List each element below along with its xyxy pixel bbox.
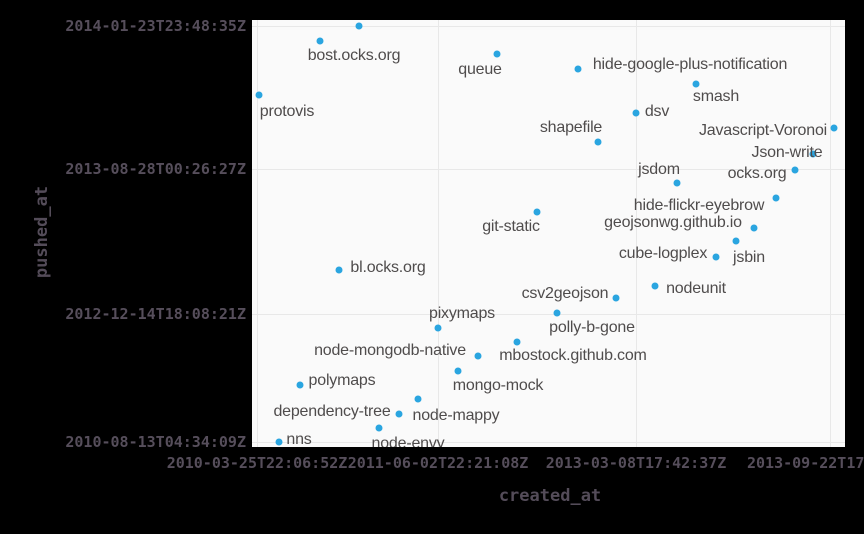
y-axis-title: pushed_at	[32, 185, 52, 279]
point-label: node-envy	[371, 435, 445, 447]
gridline-horizontal	[252, 314, 845, 315]
x-tick-label: 2013-09-22T17	[747, 454, 864, 472]
data-point	[355, 22, 363, 30]
x-tick-label: 2010-03-25T22:06:52Z	[166, 454, 348, 472]
data-point	[574, 65, 582, 73]
data-point	[255, 91, 263, 99]
point-label: nodeunit	[666, 280, 726, 297]
data-point	[732, 237, 740, 245]
gridline-horizontal	[252, 442, 845, 443]
data-point	[275, 438, 283, 446]
point-label: hide-google-plus-notification	[592, 56, 788, 73]
data-point	[594, 138, 602, 146]
point-label: protovis	[259, 103, 315, 120]
y-tick-label: 2010-08-13T04:34:09Z	[65, 433, 246, 451]
data-point	[809, 150, 817, 158]
point-label: ocks.org	[727, 165, 787, 182]
point-label: nns	[286, 431, 312, 447]
gridline-horizontal	[252, 169, 845, 170]
gridline-horizontal	[252, 26, 845, 27]
data-point	[673, 179, 681, 187]
point-label: pixymaps	[429, 305, 495, 322]
y-tick-label: 2012-12-14T18:08:21Z	[65, 305, 246, 323]
data-point	[533, 208, 541, 216]
gridline-vertical	[636, 20, 637, 447]
data-point	[434, 324, 442, 332]
point-label: bost.ocks.org	[307, 47, 401, 64]
data-point	[375, 424, 383, 432]
point-label: polly-b-gone	[549, 319, 635, 336]
data-point	[316, 37, 324, 45]
data-point	[296, 381, 304, 389]
point-label: cube-logplex	[618, 245, 708, 262]
data-point	[612, 294, 620, 302]
data-point	[395, 410, 403, 418]
point-label: queue	[458, 61, 502, 78]
gridline-vertical	[438, 20, 439, 447]
data-point	[750, 224, 758, 232]
data-point	[651, 282, 659, 290]
data-point	[791, 166, 799, 174]
data-point	[414, 395, 422, 403]
data-point	[632, 109, 640, 117]
data-point	[513, 338, 521, 346]
gridline-vertical	[830, 20, 831, 447]
data-point	[553, 309, 561, 317]
data-point	[474, 352, 482, 360]
data-point	[493, 50, 501, 58]
x-tick-label: 2013-03-08T17:42:37Z	[545, 454, 727, 472]
gridline-vertical	[257, 20, 258, 447]
point-label: Javascript-Voronoi	[698, 122, 828, 139]
point-label: polymaps	[308, 372, 376, 389]
point-label: mbostock.github.com	[499, 347, 647, 364]
data-point	[692, 80, 700, 88]
data-point	[772, 194, 780, 202]
point-label: dependency-tree	[273, 403, 391, 420]
point-label: dsv	[644, 103, 670, 120]
x-axis-title: created_at	[498, 486, 602, 506]
point-label: bl.ocks.org	[350, 259, 426, 276]
data-point	[830, 124, 838, 132]
point-label: csv2geojson	[521, 285, 609, 302]
x-tick-label: 2011-06-02T22:21:08Z	[347, 454, 529, 472]
data-point	[712, 253, 720, 261]
plot-area: bost.ocks.org queue hide-google-plus-notif…	[252, 20, 845, 447]
point-label: git-static	[482, 218, 540, 235]
point-label: node-mappy	[412, 407, 500, 424]
point-label: shapefile	[539, 119, 603, 136]
point-label: node-mongodb-native	[314, 342, 466, 359]
point-label: jsbin	[733, 249, 765, 266]
data-point	[454, 367, 462, 375]
point-label: Json-write	[751, 144, 823, 161]
point-label: smash	[692, 88, 740, 105]
point-label: jsdom	[638, 161, 680, 178]
point-label: hide-flickr-eyebrow	[633, 197, 765, 214]
point-label: geojsonwg.github.io	[604, 214, 742, 231]
y-tick-label: 2013-08-28T00:26:27Z	[65, 160, 246, 178]
y-tick-label: 2014-01-23T23:48:35Z	[65, 17, 246, 35]
data-point	[335, 266, 343, 274]
point-label: mongo-mock	[452, 377, 544, 394]
